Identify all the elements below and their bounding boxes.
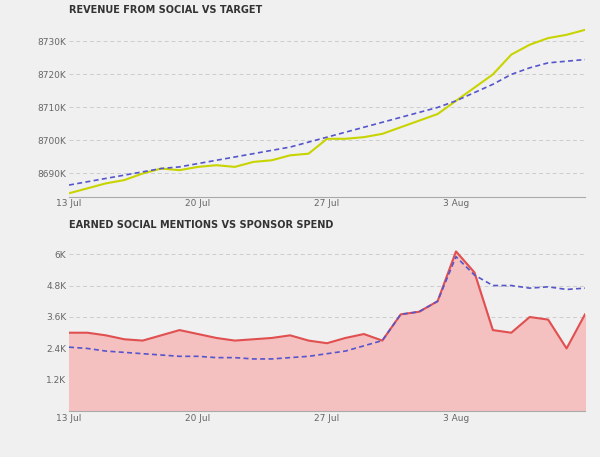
Text: REVENUE FROM SOCIAL VS TARGET: REVENUE FROM SOCIAL VS TARGET	[69, 5, 262, 15]
Legend: Sales from Social, Target Sales from Social: Sales from Social, Target Sales from Soc…	[202, 304, 452, 320]
Text: EARNED SOCIAL MENTIONS VS SPONSOR SPEND: EARNED SOCIAL MENTIONS VS SPONSOR SPEND	[69, 219, 334, 229]
